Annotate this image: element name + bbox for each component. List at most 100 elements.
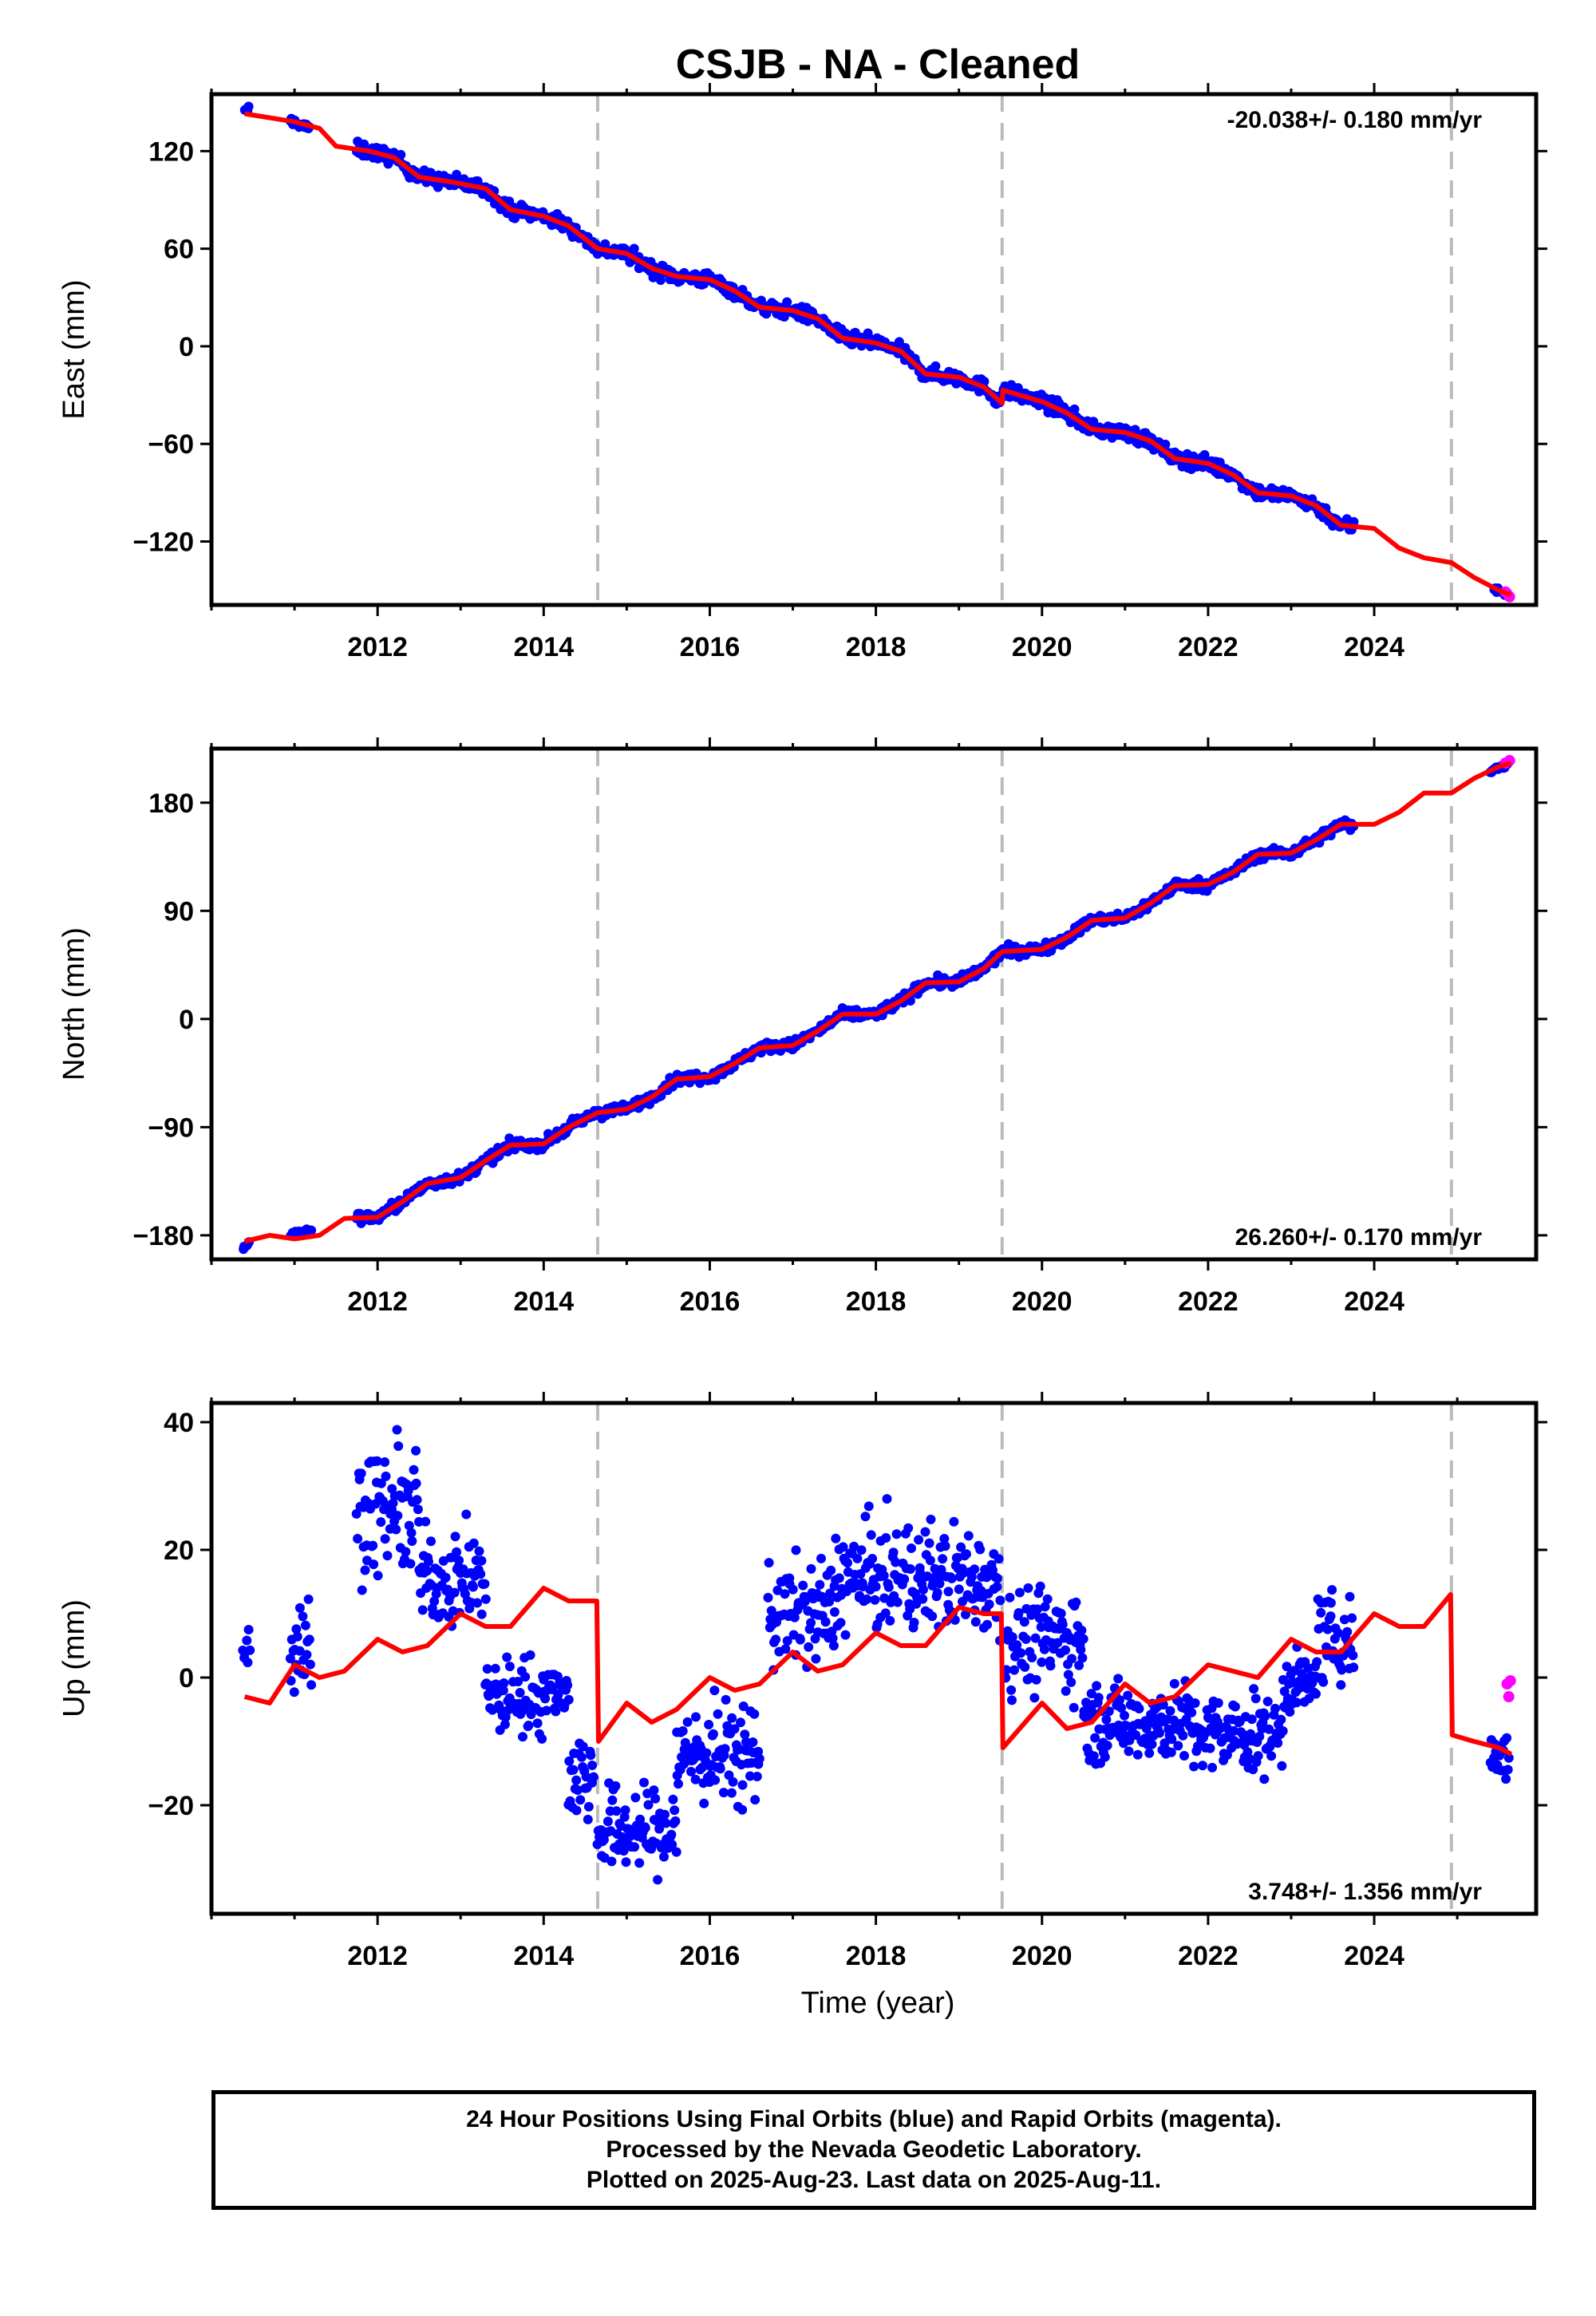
final-orbit-point [1076, 1645, 1086, 1655]
final-orbit-point [679, 1759, 689, 1769]
final-orbit-point [1159, 1738, 1170, 1749]
final-orbit-point [866, 1530, 876, 1540]
final-orbit-point [1066, 1677, 1077, 1687]
final-orbit-point [387, 1484, 397, 1494]
final-orbit-point [1005, 1592, 1015, 1603]
final-orbit-point [970, 1617, 981, 1627]
final-orbit-point [701, 1748, 712, 1758]
final-orbit-point [1144, 1748, 1155, 1758]
final-orbit-point [708, 1729, 718, 1739]
final-orbit-point [540, 1694, 551, 1704]
final-orbit-point [686, 1766, 696, 1777]
final-orbit-point [300, 1620, 310, 1630]
final-orbit-point [409, 1464, 419, 1475]
final-orbit-point [643, 1800, 654, 1810]
final-orbit-point [391, 1524, 401, 1535]
final-orbit-point [587, 1761, 598, 1770]
final-orbit-point [870, 1595, 880, 1605]
y-tick-label: −60 [148, 429, 194, 460]
final-orbit-point [634, 1858, 645, 1868]
final-orbit-point [1277, 1761, 1287, 1771]
final-orbit-point [1027, 1653, 1037, 1662]
final-orbit-point [482, 1664, 492, 1674]
final-orbit-point [572, 1785, 583, 1795]
final-orbit-point [766, 1606, 776, 1616]
final-orbit-point [1067, 1654, 1077, 1664]
y-tick-label: 40 [164, 1408, 194, 1438]
panel-up: 2012 2014 2016 2018 2020 2022 2024 40 20 0 −20 Up (… [57, 1392, 1547, 1971]
final-orbit-point [388, 1498, 398, 1508]
x-tick-label: 2022 [1178, 1286, 1238, 1317]
final-orbit-point [995, 1595, 1005, 1606]
final-orbit-point [440, 1572, 451, 1583]
final-orbit-point [1134, 1704, 1144, 1713]
final-orbit-point [721, 1694, 731, 1705]
final-orbit-point [763, 1592, 773, 1603]
final-orbit-point [824, 1597, 834, 1607]
final-orbit-point [871, 1582, 881, 1592]
final-orbit-point [629, 243, 639, 254]
final-orbit-point [1115, 1695, 1124, 1705]
final-orbit-point [1023, 1583, 1033, 1593]
final-orbit-point [932, 1588, 942, 1598]
final-orbit-point [571, 1805, 582, 1816]
final-orbit-point [1262, 1697, 1273, 1706]
final-orbit-point [748, 1737, 758, 1747]
final-orbit-point [903, 1523, 914, 1533]
final-orbit-point [553, 1690, 563, 1700]
final-orbit-point [1040, 1602, 1050, 1612]
x-tick-label: 2016 [680, 1941, 741, 1971]
final-orbit-point [956, 1542, 966, 1552]
final-orbit-point [1016, 1648, 1026, 1658]
final-orbit-point [640, 1823, 650, 1833]
final-orbit-point [298, 1611, 308, 1622]
final-orbit-point [1259, 1774, 1270, 1784]
final-orbit-point [891, 1529, 902, 1539]
final-orbit-point [899, 1574, 910, 1584]
final-orbit-point [490, 1663, 500, 1674]
final-orbit-point [1124, 1746, 1134, 1757]
final-orbit-point [649, 1785, 659, 1796]
final-orbit-point [691, 1712, 701, 1722]
final-orbit-point [607, 1795, 618, 1805]
final-orbit-point [1069, 404, 1080, 414]
final-orbit-point [1053, 1638, 1063, 1648]
final-orbit-point [525, 1650, 535, 1660]
final-orbit-point [1253, 1751, 1263, 1761]
x-tick-label: 2014 [513, 1941, 574, 1971]
final-orbit-point [849, 1541, 859, 1551]
final-orbit-point [304, 1634, 314, 1645]
final-orbit-point [834, 1573, 844, 1583]
final-orbit-point [245, 1645, 255, 1655]
final-orbit-point [1014, 1587, 1025, 1598]
final-orbit-point [1282, 1662, 1292, 1672]
final-orbit-point [351, 1508, 361, 1519]
final-orbit-point [1012, 1640, 1022, 1650]
final-orbit-point [789, 1612, 800, 1622]
x-tick-label: 2018 [846, 1941, 907, 1971]
final-orbit-point [1270, 1703, 1280, 1713]
final-orbit-point [650, 1793, 661, 1804]
final-orbit-point [682, 1717, 693, 1727]
final-orbit-point [1342, 1626, 1353, 1637]
final-orbit-point [927, 1611, 938, 1622]
final-orbit-point [752, 1772, 762, 1781]
final-orbit-point [376, 1517, 386, 1528]
x-tick-label: 2024 [1344, 1941, 1404, 1971]
final-orbit-point [831, 1533, 841, 1543]
final-orbit-point [994, 1554, 1004, 1564]
final-orbit-point [795, 1634, 805, 1645]
final-orbit-point [583, 1801, 594, 1812]
final-orbit-point [515, 1688, 525, 1697]
final-orbit-point [1035, 1581, 1045, 1591]
final-orbit-point [883, 1582, 894, 1592]
final-orbit-point [360, 1565, 370, 1575]
final-orbit-point [858, 1582, 868, 1591]
final-orbit-point [713, 1709, 723, 1719]
final-orbit-point [924, 1538, 934, 1548]
final-orbit-point [468, 1538, 479, 1548]
final-orbit-point [353, 1534, 363, 1543]
final-orbit-point [449, 1587, 460, 1598]
final-orbit-point [380, 1457, 390, 1467]
final-orbit-point [393, 1441, 404, 1451]
